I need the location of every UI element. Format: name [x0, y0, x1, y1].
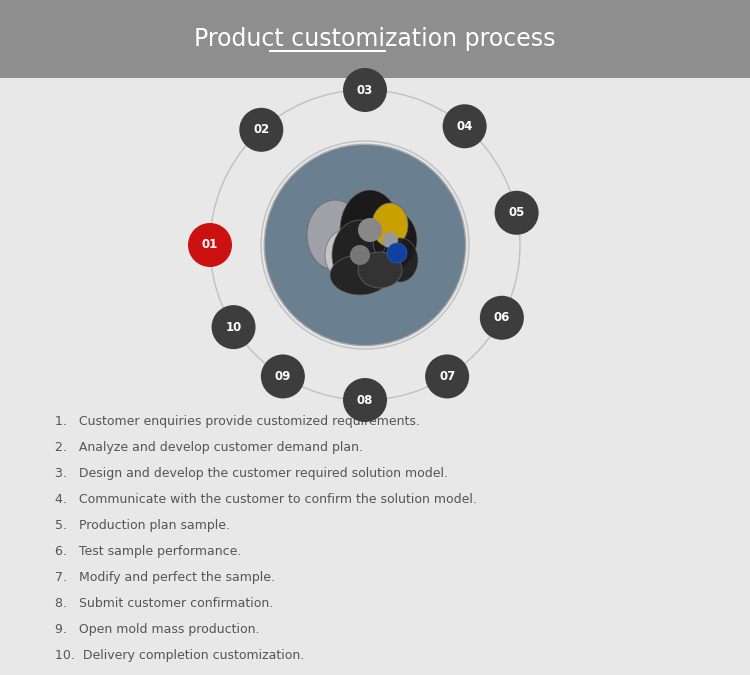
Circle shape [265, 145, 465, 345]
Ellipse shape [307, 200, 363, 270]
Text: 09: 09 [274, 370, 291, 383]
Text: 04: 04 [457, 119, 472, 133]
Text: 01: 01 [202, 238, 218, 252]
Circle shape [211, 305, 256, 349]
Circle shape [265, 145, 465, 345]
Text: 2.   Analyze and develop customer demand plan.: 2. Analyze and develop customer demand p… [55, 441, 363, 454]
Text: 06: 06 [494, 311, 510, 324]
Text: 9.   Open mold mass production.: 9. Open mold mass production. [55, 623, 260, 636]
Ellipse shape [330, 255, 390, 295]
Text: 08: 08 [357, 394, 374, 406]
Text: 3.   Design and develop the customer required solution model.: 3. Design and develop the customer requi… [55, 467, 448, 480]
Circle shape [425, 354, 470, 398]
Circle shape [382, 232, 398, 248]
Text: 05: 05 [509, 207, 525, 219]
Text: 1.   Customer enquiries provide customized requirements.: 1. Customer enquiries provide customized… [55, 415, 420, 428]
Circle shape [358, 218, 382, 242]
Circle shape [239, 108, 284, 152]
Ellipse shape [382, 238, 418, 282]
Ellipse shape [340, 190, 400, 270]
Circle shape [350, 245, 370, 265]
Ellipse shape [372, 203, 408, 247]
Ellipse shape [332, 220, 388, 290]
Ellipse shape [358, 252, 402, 288]
Ellipse shape [373, 212, 417, 268]
Text: 03: 03 [357, 84, 374, 97]
Text: 8.   Submit customer confirmation.: 8. Submit customer confirmation. [55, 597, 273, 610]
Circle shape [343, 378, 387, 422]
Circle shape [442, 104, 487, 148]
Bar [0, 78, 750, 675]
Circle shape [188, 223, 232, 267]
Text: 10.  Delivery completion customization.: 10. Delivery completion customization. [55, 649, 304, 662]
Text: 02: 02 [254, 124, 269, 136]
Ellipse shape [325, 230, 365, 280]
Circle shape [387, 243, 407, 263]
Bar [0, 0, 750, 78]
Text: Product customization process: Product customization process [194, 27, 556, 51]
Text: 4.   Communicate with the customer to confirm the solution model.: 4. Communicate with the customer to conf… [55, 493, 477, 506]
Circle shape [494, 191, 538, 235]
Text: 07: 07 [439, 370, 455, 383]
Circle shape [343, 68, 387, 112]
Circle shape [261, 354, 305, 398]
Text: 6.   Test sample performance.: 6. Test sample performance. [55, 545, 242, 558]
Text: 7.   Modify and perfect the sample.: 7. Modify and perfect the sample. [55, 571, 275, 584]
Text: 10: 10 [226, 321, 242, 333]
Text: 5.   Production plan sample.: 5. Production plan sample. [55, 519, 230, 532]
Circle shape [480, 296, 524, 340]
